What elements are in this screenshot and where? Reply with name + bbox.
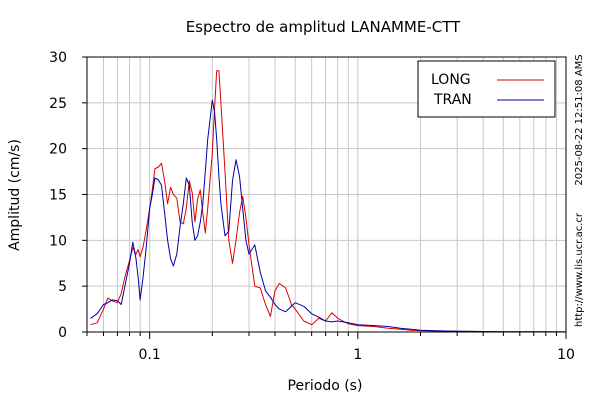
y-axis-label: Amplitud (cm/s): [7, 139, 23, 251]
y-tick-label: 0: [58, 325, 67, 341]
y-tick-label: 25: [49, 96, 67, 112]
x-axis-label: Periodo (s): [288, 378, 363, 394]
series-line-tran: [90, 99, 567, 333]
y-tick-label: 30: [49, 50, 67, 66]
timestamp-text: 2025-08-22 12:51:08 AMS: [574, 54, 585, 185]
y-tick-label: 10: [49, 233, 67, 249]
y-tick-label: 5: [58, 279, 67, 295]
x-tick-label: 0.1: [139, 347, 161, 363]
y-tick-label: 20: [49, 142, 67, 158]
source-url-text: http://www.lis.ucr.ac.cr: [574, 212, 585, 327]
legend-box: [417, 60, 556, 118]
series-lines: [90, 70, 567, 333]
legend: LONG TRAN: [417, 60, 556, 118]
legend-label-long: LONG: [431, 72, 471, 88]
y-tick-label: 15: [49, 188, 67, 204]
chart-title: Espectro de amplitud LANAMME-CTT: [186, 18, 461, 36]
series-line-long: [90, 70, 567, 333]
x-tick-label: 1: [353, 347, 362, 363]
legend-label-tran: TRAN: [433, 92, 472, 108]
x-tick-label: 10: [557, 347, 575, 363]
axis-ticks: 0.1 1 10 0 5 10 15 20 25 30: [49, 50, 575, 363]
